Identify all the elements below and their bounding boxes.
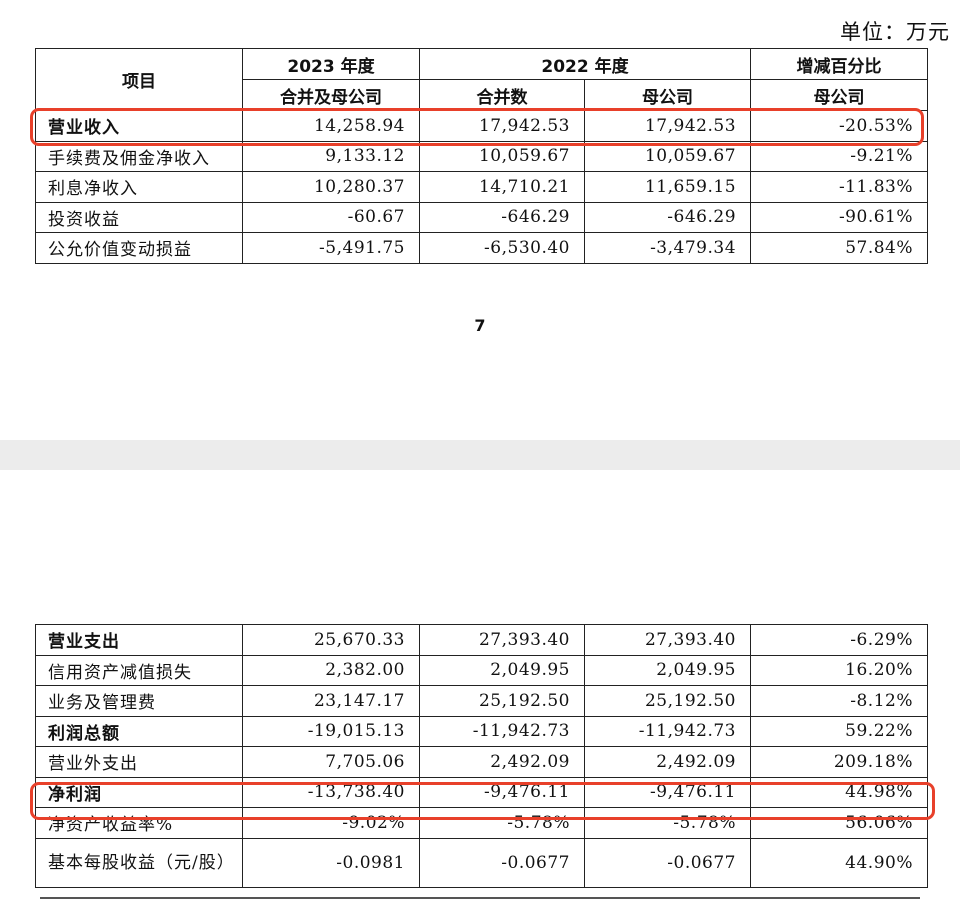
value-2022-consolidated: -0.0677 xyxy=(419,837,585,888)
value-2022-parent: 11,659.15 xyxy=(583,171,752,203)
value-change-pct: 209.18% xyxy=(750,746,928,778)
row-label: 营业支出 xyxy=(35,624,243,656)
value-change-pct: 59.22% xyxy=(750,715,928,747)
value-2022-consolidated: -9,476.11 xyxy=(419,776,585,808)
value-2022-consolidated: 27,393.40 xyxy=(419,624,585,656)
highlight-revenue-row xyxy=(30,108,924,146)
value-2022-parent: -646.29 xyxy=(583,201,752,233)
value-2023: -60.67 xyxy=(242,201,420,233)
header-parent-change: 母公司 xyxy=(750,79,929,111)
value-2023: 25,670.33 xyxy=(242,624,420,656)
value-2022-consolidated: -646.29 xyxy=(419,201,585,233)
value-2022-parent: 17,942.53 xyxy=(583,110,752,142)
value-2022-parent: -9,476.11 xyxy=(584,776,751,808)
unit-label: 单位：万元 xyxy=(840,20,950,44)
value-2022-consolidated: -11,942.73 xyxy=(419,715,585,747)
row-label: 公允价值变动损益 xyxy=(35,232,243,264)
value-2022-parent: 2,492.09 xyxy=(584,746,751,778)
value-change-pct: -90.61% xyxy=(750,201,929,233)
row-label: 营业外支出 xyxy=(35,746,243,778)
page-number: 7 xyxy=(474,316,486,335)
row-label: 利润总额 xyxy=(35,715,243,747)
value-2022-parent: -0.0677 xyxy=(584,837,751,888)
table-row: 公允价值变动损益 -5,491.75 -6,530.40 -3,479.34 57.84… xyxy=(35,232,929,264)
value-change-pct: -6.29% xyxy=(750,624,928,656)
value-change-pct: 16.20% xyxy=(750,654,928,686)
value-change-pct: 57.84% xyxy=(750,232,929,264)
highlight-net-profit-row xyxy=(30,782,935,820)
row-label: 信用资产减值损失 xyxy=(35,654,243,686)
financial-table-part2: 营业支出 25,670.33 27,393.40 27,393.40 -6.29% 信用资… xyxy=(35,624,928,888)
header-consolidated: 合并数 xyxy=(419,79,585,111)
value-2022-consolidated: 2,049.95 xyxy=(419,654,585,686)
value-2022-consolidated: 2,492.09 xyxy=(419,746,585,778)
table-body-part1: 营业收入 14,258.94 17,942.53 17,942.53 -20.53% 手续… xyxy=(35,110,929,264)
table-row: 投资收益 -60.67 -646.29 -646.29 -90.61% xyxy=(35,201,929,233)
value-2022-consolidated: 25,192.50 xyxy=(419,685,585,717)
cropped-text-line xyxy=(0,893,960,901)
value-2022-parent: 25,192.50 xyxy=(584,685,751,717)
row-label: 净资产收益率% xyxy=(35,807,243,839)
value-2022-parent: 27,393.40 xyxy=(584,624,751,656)
value-2023: 2,382.00 xyxy=(242,654,420,686)
value-2023: -13,738.40 xyxy=(242,776,420,808)
table-row: 营业外支出 7,705.06 2,492.09 2,492.09 209.18% xyxy=(35,746,928,778)
table-row: 利润总额 -19,015.13 -11,942.73 -11,942.73 59.22% xyxy=(35,715,928,747)
row-label: 投资收益 xyxy=(35,201,243,233)
header-parent: 母公司 xyxy=(583,79,752,111)
row-label: 净利润 xyxy=(35,776,243,808)
table-row: 信用资产减值损失 2,382.00 2,049.95 2,049.95 16.20% xyxy=(35,654,928,686)
table-row: 利息净收入 10,280.37 14,710.21 11,659.15 -11.83% xyxy=(35,171,929,203)
value-2023: 23,147.17 xyxy=(242,685,420,717)
table-row: 营业支出 25,670.33 27,393.40 27,393.40 -6.29% xyxy=(35,624,928,656)
value-change-pct: -8.12% xyxy=(750,685,928,717)
row-label: 业务及管理费 xyxy=(35,685,243,717)
page-gap xyxy=(0,440,960,470)
header-item: 项目 xyxy=(35,48,243,111)
value-2023: -19,015.13 xyxy=(242,715,420,747)
value-2022-consolidated: 14,710.21 xyxy=(419,171,585,203)
value-2023: 7,705.06 xyxy=(242,746,420,778)
table-body-part2: 营业支出 25,670.33 27,393.40 27,393.40 -6.29% 信用资… xyxy=(35,624,928,888)
value-change-pct: 44.90% xyxy=(750,837,928,888)
header-2022: 2022 年度 xyxy=(418,48,752,80)
table-row: 业务及管理费 23,147.17 25,192.50 25,192.50 -8.12% xyxy=(35,685,928,717)
value-2023: -0.0981 xyxy=(242,837,420,888)
value-2023: 10,280.37 xyxy=(242,171,420,203)
financial-table-part1: 项目 2023 年度 2022 年度 增减百分比 合并及母公司 合并数 母公司 … xyxy=(35,48,929,264)
value-2023: -5,491.75 xyxy=(242,232,420,264)
header-consolidated-parent: 合并及母公司 xyxy=(242,79,420,111)
value-2022-parent: -3,479.34 xyxy=(583,232,752,264)
value-2022-parent: 2,049.95 xyxy=(584,654,751,686)
table-row: 基本每股收益（元/股） -0.0981 -0.0677 -0.0677 44.90% xyxy=(35,837,928,888)
row-label: 利息净收入 xyxy=(35,171,243,203)
value-2022-consolidated: -6,530.40 xyxy=(419,232,585,264)
row-label: 基本每股收益（元/股） xyxy=(35,837,243,888)
header-2023: 2023 年度 xyxy=(242,48,420,80)
value-change-pct: 44.98% xyxy=(750,776,928,808)
table-row: 净利润 -13,738.40 -9,476.11 -9,476.11 44.98% xyxy=(35,776,928,808)
header-change: 增减百分比 xyxy=(750,48,929,80)
value-change-pct: -11.83% xyxy=(750,171,929,203)
table-row: 营业收入 14,258.94 17,942.53 17,942.53 -20.53% xyxy=(35,110,929,142)
value-2022-parent: -11,942.73 xyxy=(584,715,751,747)
